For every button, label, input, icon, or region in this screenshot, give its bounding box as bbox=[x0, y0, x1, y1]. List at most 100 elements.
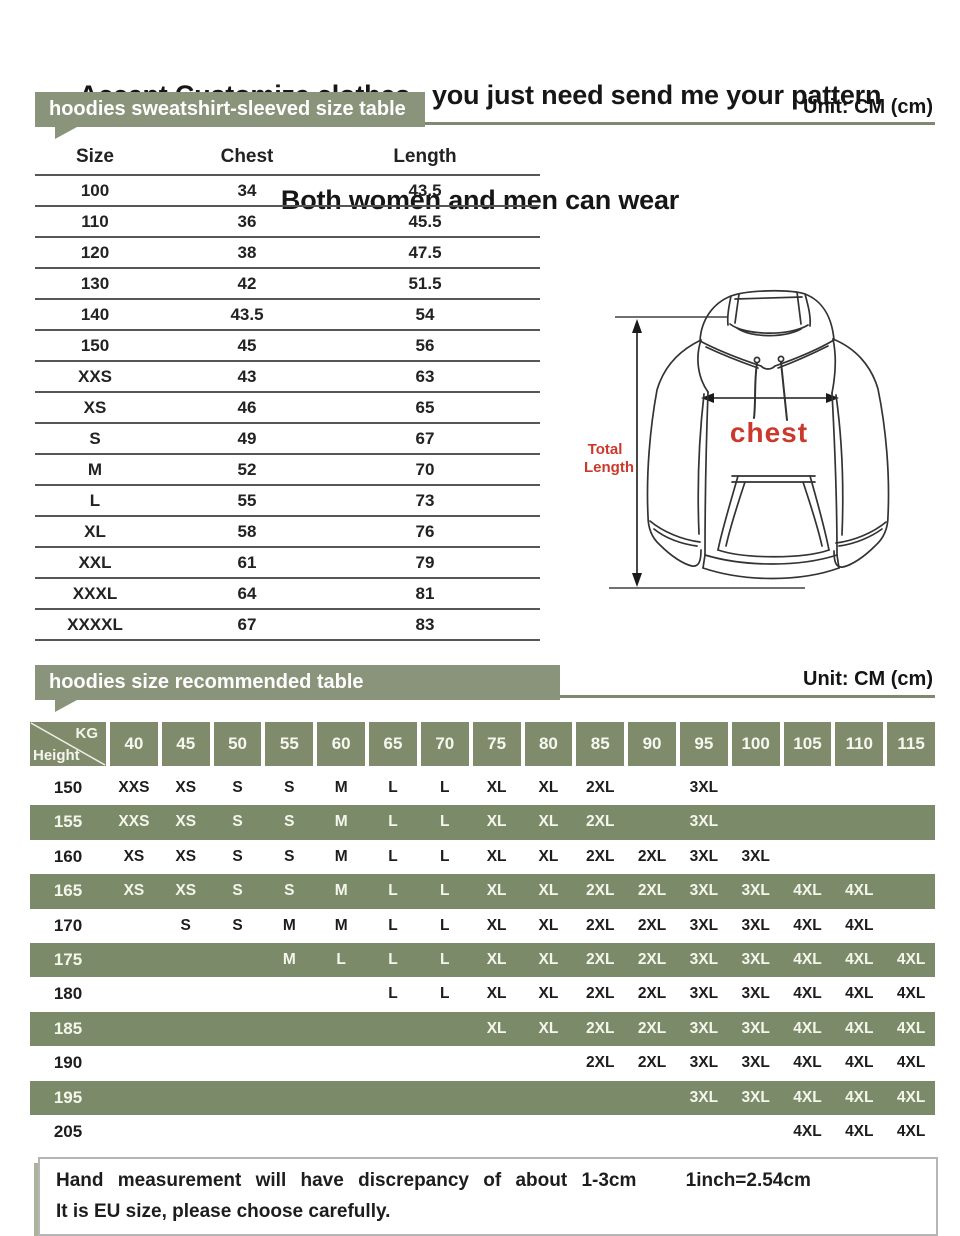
reco-size-cell: XL bbox=[538, 950, 559, 968]
size-table-cell: XL bbox=[84, 522, 106, 541]
reco-size-cell: M bbox=[282, 950, 296, 968]
reco-size-cell: 4XL bbox=[896, 950, 926, 968]
total-length-label-line1: Total bbox=[588, 441, 623, 458]
size-table-row: L 55 73 bbox=[35, 486, 540, 517]
reco-size-cell bbox=[887, 909, 935, 943]
reco-height-label: 185 bbox=[53, 1018, 83, 1038]
reco-size-cell: M bbox=[334, 813, 348, 831]
reco-size-cell bbox=[162, 1012, 210, 1046]
reco-table-row: 160 XS XS S S M L L XL XL 2XL 2XL 3XL 3XL bbox=[30, 840, 935, 874]
reco-height-label: 155 bbox=[53, 812, 83, 832]
reco-size-cell: 3XL bbox=[689, 1054, 719, 1072]
reco-size-cell: 3XL bbox=[689, 779, 719, 796]
reco-size-cell: 4XL bbox=[845, 1054, 874, 1072]
reco-size-cell bbox=[369, 1012, 417, 1046]
reco-size-cell: S bbox=[284, 813, 295, 831]
footer-line-1: Hand measurement will have discrepancy o… bbox=[56, 1168, 920, 1193]
reco-weight-header: 55 bbox=[265, 722, 314, 766]
reco-size-cell: XL bbox=[538, 985, 559, 1003]
reco-size-cell: XL bbox=[538, 779, 559, 796]
reco-weight-header: 105 bbox=[783, 722, 832, 766]
size-table-cell: 110 bbox=[81, 212, 109, 231]
footer-line-2: It is EU size, please choose carefully. bbox=[56, 1201, 391, 1222]
reco-size-cell bbox=[265, 1081, 313, 1115]
reco-size-cell: XL bbox=[486, 882, 507, 900]
reco-size-cell: XL bbox=[538, 1019, 559, 1037]
reco-size-cell bbox=[162, 1046, 210, 1080]
reco-size-cell bbox=[628, 1081, 676, 1115]
reco-size-cell: XL bbox=[486, 1019, 507, 1037]
reco-corner-cell: KG Height bbox=[30, 722, 106, 766]
reco-weight-header: 60 bbox=[317, 722, 366, 766]
reco-height-label: 160 bbox=[53, 846, 83, 866]
reco-size-cell: 3XL bbox=[741, 985, 770, 1003]
size-table-header: Size Chest Length bbox=[35, 140, 540, 176]
reco-size-cell bbox=[162, 977, 210, 1011]
reco-weight-header: 40 bbox=[110, 722, 158, 766]
reco-size-cell bbox=[214, 1081, 262, 1115]
reco-size-cell: XL bbox=[486, 847, 507, 865]
reco-size-cell bbox=[110, 1115, 158, 1149]
reco-size-cell bbox=[162, 1081, 210, 1115]
reco-height-label: 190 bbox=[53, 1053, 83, 1073]
reco-size-cell: 3XL bbox=[689, 985, 719, 1003]
size-table-row: XS 46 65 bbox=[35, 393, 540, 424]
reco-size-cell: 3XL bbox=[741, 916, 770, 934]
reco-size-cell: XXS bbox=[118, 813, 150, 831]
size-table-cell: 43 bbox=[237, 367, 257, 386]
section1-unit-label: Unit: CM (cm) bbox=[803, 96, 933, 118]
reco-size-cell bbox=[732, 771, 780, 805]
reco-table-row: 190 2XL 2XL 3XL 3XL 4XL 4XL 4XL bbox=[30, 1046, 935, 1080]
reco-weight-header: 95 bbox=[679, 722, 728, 766]
reco-size-cell: 2XL bbox=[586, 985, 615, 1003]
reco-size-cell: 2XL bbox=[637, 1019, 667, 1037]
reco-size-cell: 4XL bbox=[793, 1088, 822, 1106]
recommended-size-table: KG Height 40 45 50 55 60 65 70 75 80 85 90 95 100 105… bbox=[30, 722, 935, 1149]
reco-size-cell bbox=[628, 805, 676, 839]
size-table-cell: 52 bbox=[237, 460, 257, 479]
size-table-row: 110 36 45.5 bbox=[35, 207, 540, 238]
reco-size-cell bbox=[110, 1046, 158, 1080]
size-table-cell: XXL bbox=[78, 553, 112, 572]
reco-table-row: 205 4XL 4XL 4XL bbox=[30, 1115, 935, 1149]
reco-table-row: 155 XXS XS S S M L L XL XL 2XL 3XL bbox=[30, 805, 935, 840]
reco-size-cell: XL bbox=[538, 916, 559, 934]
reco-size-cell: M bbox=[334, 916, 348, 934]
section1-banner-label: hoodies sweatshirt-sleeved size table bbox=[49, 98, 406, 120]
reco-size-cell: L bbox=[440, 950, 450, 968]
reco-size-cell: M bbox=[334, 882, 348, 900]
reco-size-cell: 4XL bbox=[845, 1019, 874, 1037]
reco-size-cell: 3XL bbox=[741, 847, 770, 865]
reco-size-cell: XL bbox=[486, 985, 507, 1003]
reco-size-cell: L bbox=[388, 847, 398, 865]
size-table-cell: 55 bbox=[237, 491, 257, 510]
reco-height-label: 205 bbox=[53, 1121, 83, 1141]
page-title: Accept Customize clothes, you just need … bbox=[0, 8, 960, 253]
reco-size-cell bbox=[887, 840, 935, 874]
reco-size-cell: 2XL bbox=[637, 882, 667, 900]
reco-size-cell bbox=[214, 1046, 262, 1080]
arrowhead-down-icon bbox=[632, 573, 642, 587]
size-table-cell: 65 bbox=[415, 398, 435, 417]
reco-size-cell: S bbox=[284, 779, 295, 796]
reco-size-cell: 3XL bbox=[741, 1054, 770, 1072]
size-table-row: XXXL 64 81 bbox=[35, 579, 540, 610]
reco-size-cell: XS bbox=[175, 813, 197, 831]
reco-weight-header: 85 bbox=[576, 722, 625, 766]
size-table-cell: 38 bbox=[237, 243, 257, 262]
size-table-cell: 130 bbox=[80, 274, 110, 293]
size-table-row: M 52 70 bbox=[35, 455, 540, 486]
reco-size-cell bbox=[473, 1081, 521, 1115]
reco-size-cell bbox=[317, 1046, 365, 1080]
reco-size-cell bbox=[214, 1115, 262, 1149]
reco-size-cell bbox=[265, 1046, 313, 1080]
reco-size-cell: 4XL bbox=[896, 1088, 926, 1106]
size-table-cell: 63 bbox=[415, 367, 435, 386]
size-table-cell: 70 bbox=[415, 460, 435, 479]
size-table-column-header: Size bbox=[75, 146, 115, 167]
reco-size-cell: XL bbox=[486, 950, 507, 968]
size-table-row: 130 42 51.5 bbox=[35, 269, 540, 300]
reco-size-cell: S bbox=[284, 882, 295, 900]
size-table-cell: 34 bbox=[237, 181, 257, 200]
reco-size-cell: L bbox=[440, 882, 450, 900]
